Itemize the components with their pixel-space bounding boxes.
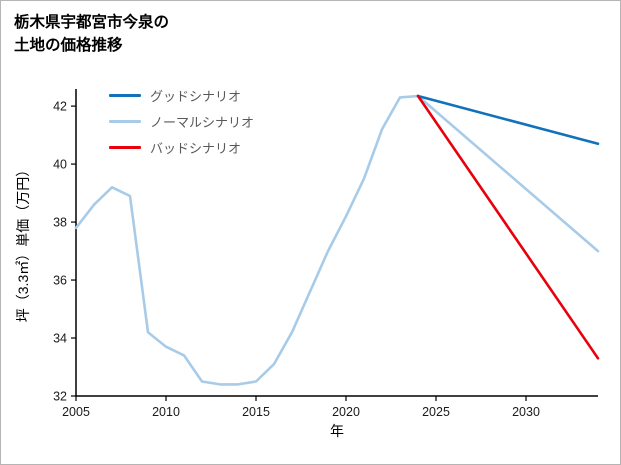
y-tick-label: 42 [53, 100, 67, 114]
legend-item-bad: バッドシナリオ [109, 139, 254, 156]
legend-label-good: グッドシナリオ [150, 89, 242, 104]
chart-title: 栃木県宇都宮市今泉の 土地の価格推移 [14, 11, 169, 58]
legend-label-normal: ノーマルシナリオ [150, 115, 255, 130]
y-tick-label: 40 [53, 158, 67, 172]
legend-line-swatch-normal [109, 120, 141, 123]
chart-title-line2: 土地の価格推移 [14, 37, 123, 55]
y-tick-label: 36 [53, 274, 67, 288]
series-line-bad [416, 94, 600, 360]
chart-title-line1: 栃木県宇都宮市今泉の [14, 14, 170, 31]
y-axis-label: 坪（3.3㎡）単価（万円） [15, 163, 31, 322]
x-tick-label: 2010 [152, 405, 180, 419]
legend-line-swatch-good [109, 94, 141, 97]
y-tick-label: 38 [53, 216, 67, 230]
y-tick-label: 32 [53, 390, 67, 404]
legend-line-swatch-bad [109, 146, 141, 149]
x-tick-label: 2015 [242, 405, 270, 419]
x-tick-label: 2025 [422, 405, 450, 419]
legend-label-bad: バッドシナリオ [150, 141, 242, 156]
legend-item-good: グッドシナリオ [109, 87, 254, 104]
y-tick-label: 34 [53, 332, 67, 346]
x-axis-label: 年 [330, 423, 344, 439]
legend-item-normal: ノーマルシナリオ [109, 113, 254, 130]
x-tick-label: 2030 [512, 405, 540, 419]
series-line-good [416, 94, 600, 146]
x-tick-label: 2020 [332, 405, 360, 419]
x-tick-label: 2005 [62, 405, 90, 419]
series-line-normal [74, 94, 600, 386]
legend: グッドシナリオ ノーマルシナリオ バッドシナリオ [109, 87, 254, 156]
